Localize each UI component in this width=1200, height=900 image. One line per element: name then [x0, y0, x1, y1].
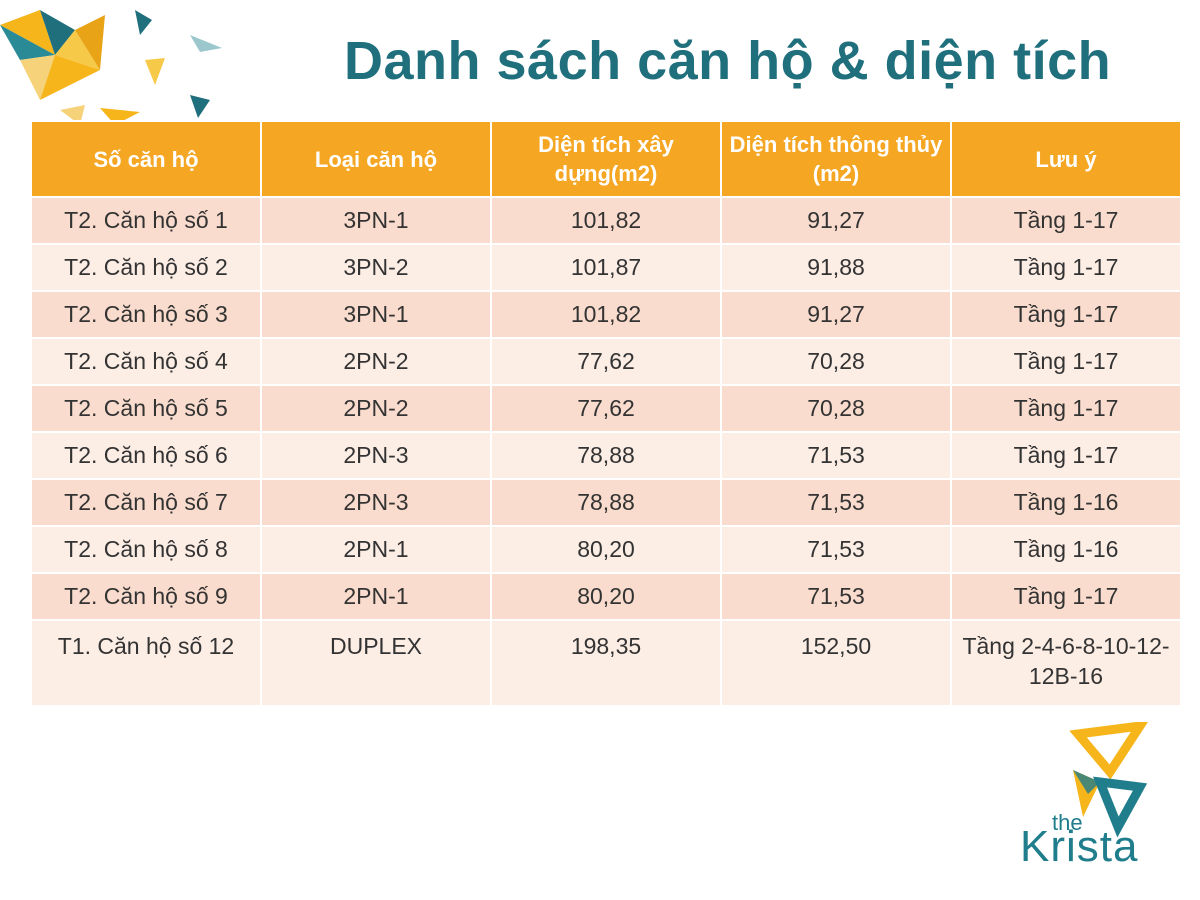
cell-apartment-type: 2PN-2: [260, 337, 492, 386]
cell-apartment-type: 2PN-3: [260, 478, 492, 527]
page-title: Danh sách căn hộ & diện tích: [344, 31, 1112, 91]
cell-built-area: 77,62: [490, 384, 722, 433]
cell-apartment-number: T1. Căn hộ số 12: [30, 619, 262, 707]
cell-apartment-type: 2PN-3: [260, 431, 492, 480]
table-row: T2. Căn hộ số 8 2PN-1 80,20 71,53 Tầng 1…: [30, 525, 1182, 574]
table-row: T2. Căn hộ số 9 2PN-1 80,20 71,53 Tầng 1…: [30, 572, 1182, 621]
column-header-apartment-number: Số căn hộ: [30, 120, 262, 198]
cell-built-area: 78,88: [490, 478, 722, 527]
cell-apartment-number: T2. Căn hộ số 4: [30, 337, 262, 386]
table-row: T2. Căn hộ số 5 2PN-2 77,62 70,28 Tầng 1…: [30, 384, 1182, 433]
cell-clear-area: 70,28: [720, 337, 952, 386]
cell-clear-area: 70,28: [720, 384, 952, 433]
cell-apartment-type: 3PN-1: [260, 290, 492, 339]
cell-apartment-number: T2. Căn hộ số 9: [30, 572, 262, 621]
cell-apartment-number: T2. Căn hộ số 8: [30, 525, 262, 574]
cell-clear-area: 71,53: [720, 525, 952, 574]
cell-note: Tầng 1-17: [950, 243, 1182, 292]
column-header-clear-area: Diện tích thông thủy (m2): [720, 120, 952, 198]
table-row: T2. Căn hộ số 6 2PN-3 78,88 71,53 Tầng 1…: [30, 431, 1182, 480]
cell-apartment-number: T2. Căn hộ số 6: [30, 431, 262, 480]
cell-note: Tầng 1-16: [950, 478, 1182, 527]
cell-clear-area: 152,50: [720, 619, 952, 707]
column-header-built-area: Diện tích xây dựng(m2): [490, 120, 722, 198]
cell-built-area: 80,20: [490, 525, 722, 574]
cell-apartment-type: 3PN-2: [260, 243, 492, 292]
column-header-note: Lưu ý: [950, 120, 1182, 198]
cell-apartment-number: T2. Căn hộ số 3: [30, 290, 262, 339]
cell-built-area: 101,87: [490, 243, 722, 292]
cell-built-area: 80,20: [490, 572, 722, 621]
cell-built-area: 101,82: [490, 290, 722, 339]
cell-note: Tầng 1-17: [950, 431, 1182, 480]
table-row: T2. Căn hộ số 2 3PN-2 101,87 91,88 Tầng …: [30, 243, 1182, 292]
cell-apartment-number: T2. Căn hộ số 1: [30, 196, 262, 245]
cell-clear-area: 91,27: [720, 290, 952, 339]
table-row: T2. Căn hộ số 4 2PN-2 77,62 70,28 Tầng 1…: [30, 337, 1182, 386]
cell-clear-area: 71,53: [720, 572, 952, 621]
cell-clear-area: 71,53: [720, 478, 952, 527]
cell-apartment-number: T2. Căn hộ số 7: [30, 478, 262, 527]
cell-built-area: 78,88: [490, 431, 722, 480]
cell-apartment-type: 3PN-1: [260, 196, 492, 245]
cell-built-area: 198,35: [490, 619, 722, 707]
cell-note: Tầng 1-17: [950, 384, 1182, 433]
table-row: T2. Căn hộ số 1 3PN-1 101,82 91,27 Tầng …: [30, 196, 1182, 245]
cell-apartment-number: T2. Căn hộ số 5: [30, 384, 262, 433]
table-header-row: Số căn hộ Loại căn hộ Diện tích xây dựng…: [30, 120, 1182, 198]
cell-clear-area: 91,27: [720, 196, 952, 245]
cell-built-area: 77,62: [490, 337, 722, 386]
cell-note: Tầng 1-17: [950, 337, 1182, 386]
table-row: T2. Căn hộ số 7 2PN-3 78,88 71,53 Tầng 1…: [30, 478, 1182, 527]
decorative-triangles-icon: [0, 10, 222, 125]
cell-note: Tầng 1-17: [950, 572, 1182, 621]
table-row: T2. Căn hộ số 3 3PN-1 101,82 91,27 Tầng …: [30, 290, 1182, 339]
table-row: T1. Căn hộ số 12 DUPLEX 198,35 152,50 Tầ…: [30, 619, 1182, 707]
cell-note: Tầng 1-17: [950, 290, 1182, 339]
cell-clear-area: 71,53: [720, 431, 952, 480]
cell-apartment-type: 2PN-2: [260, 384, 492, 433]
logo-text-small: the: [1052, 810, 1083, 835]
apartment-table: Số căn hộ Loại căn hộ Diện tích xây dựng…: [30, 120, 1182, 707]
cell-apartment-type: 2PN-1: [260, 572, 492, 621]
cell-note: Tầng 1-17: [950, 196, 1182, 245]
cell-apartment-type: 2PN-1: [260, 525, 492, 574]
cell-apartment-type: DUPLEX: [260, 619, 492, 707]
column-header-apartment-type: Loại căn hộ: [260, 120, 492, 198]
logo-text-brand: Krista: [1020, 822, 1139, 871]
cell-note: Tầng 1-16: [950, 525, 1182, 574]
cell-built-area: 101,82: [490, 196, 722, 245]
krista-logo-icon: [1069, 722, 1148, 838]
cell-note: Tầng 2-4-6-8-10-12-12B-16: [950, 619, 1182, 707]
cell-clear-area: 91,88: [720, 243, 952, 292]
cell-apartment-number: T2. Căn hộ số 2: [30, 243, 262, 292]
